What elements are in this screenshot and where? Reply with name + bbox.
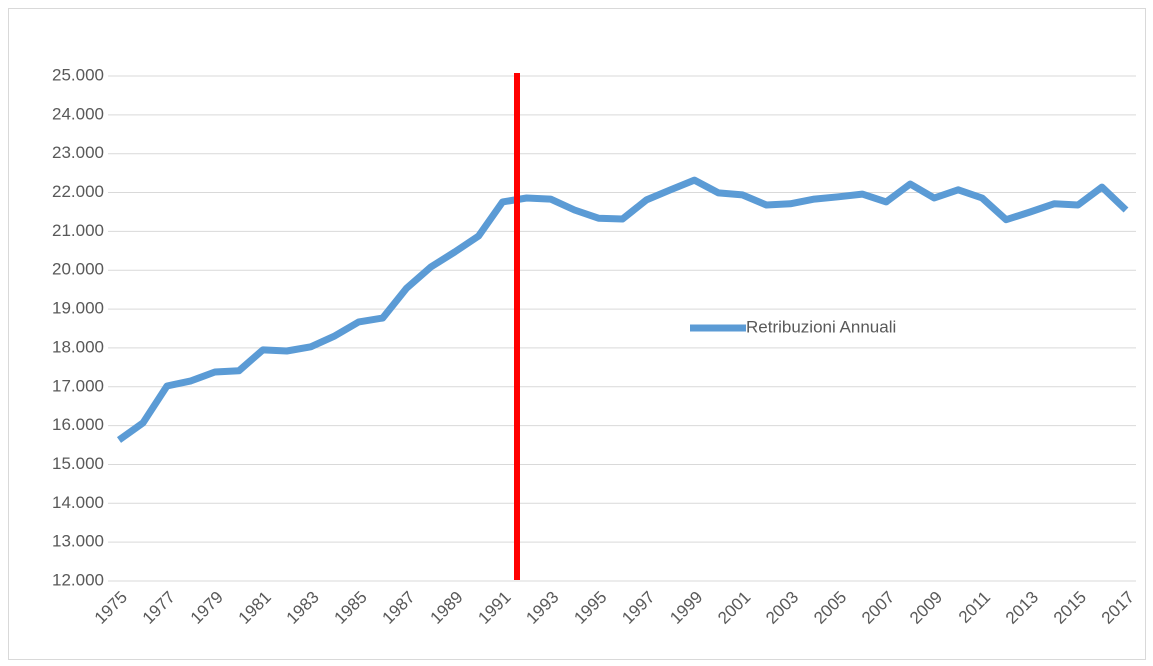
- y-tick-label: 16.000: [52, 415, 104, 434]
- y-tick-label: 13.000: [52, 532, 104, 551]
- y-tick-label: 23.000: [52, 143, 104, 162]
- y-tick-label: 25.000: [52, 65, 104, 84]
- y-tick-label: 20.000: [52, 260, 104, 279]
- data-line: [116, 176, 1129, 443]
- y-tick-label: 18.000: [52, 337, 104, 356]
- y-tick-label: 24.000: [52, 104, 104, 123]
- y-tick-label: 22.000: [52, 182, 104, 201]
- y-tick-label: 12.000: [52, 570, 104, 589]
- y-tick-label: 15.000: [52, 454, 104, 473]
- y-tick-label: 19.000: [52, 299, 104, 318]
- y-tick-label: 14.000: [52, 493, 104, 512]
- y-tick-label: 17.000: [52, 376, 104, 395]
- y-tick-label: 21.000: [52, 221, 104, 240]
- legend-label: Retribuzioni Annuali: [746, 317, 896, 336]
- chart-frame: [8, 8, 1146, 660]
